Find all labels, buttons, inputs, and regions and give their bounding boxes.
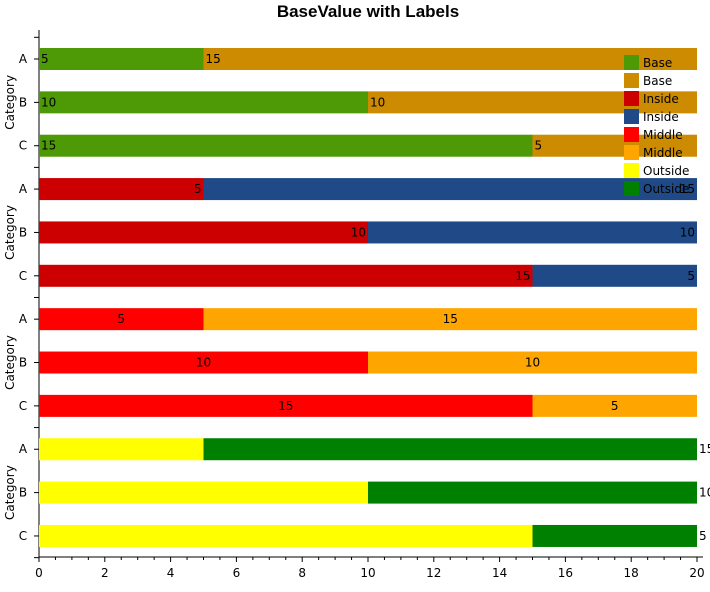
- data-label: 10: [680, 225, 695, 239]
- x-tick-label: 0: [35, 566, 43, 580]
- data-label: 15: [278, 399, 293, 413]
- data-label: 10: [196, 356, 211, 370]
- x-tick-label: 14: [492, 566, 507, 580]
- bar-segment-middle-1: [39, 351, 368, 374]
- legend-swatch: [624, 127, 639, 142]
- y-axis-label: Category: [3, 75, 17, 130]
- data-label: 5: [194, 182, 202, 196]
- category-label: B: [19, 486, 27, 500]
- legend-swatch: [624, 109, 639, 124]
- legend-label: Outside: [643, 182, 689, 196]
- x-tick-label: 12: [426, 566, 441, 580]
- data-label: 15: [206, 52, 221, 66]
- bar-segment-middle-2: [532, 394, 697, 417]
- bar-segment-outside-1: [39, 481, 368, 504]
- bar-segment-inside-2: [532, 264, 697, 287]
- x-tick-label: 16: [558, 566, 573, 580]
- category-label: C: [19, 399, 27, 413]
- y-axis-label: Category: [3, 465, 17, 520]
- category-label: C: [19, 529, 27, 543]
- bar-segment-base-2: [203, 48, 697, 70]
- y-axis-label: Category: [3, 335, 17, 390]
- bar-segment-middle-1: [39, 394, 533, 417]
- category-label: B: [19, 95, 27, 109]
- bar-segment-outside-2: [368, 481, 697, 504]
- legend-swatch: [624, 55, 639, 70]
- data-label: 5: [687, 269, 695, 283]
- legend-swatch: [624, 91, 639, 106]
- data-label: 5: [41, 52, 49, 66]
- bar-segment-inside-1: [39, 178, 204, 201]
- chart-title: BaseValue with Labels: [277, 2, 459, 21]
- legend-swatch: [624, 163, 639, 178]
- bar-segment-inside-1: [39, 264, 533, 287]
- category-label: B: [19, 356, 27, 370]
- data-label: 15: [699, 442, 710, 456]
- data-label: 10: [370, 95, 385, 109]
- data-label: 10: [525, 356, 540, 370]
- data-label: 15: [41, 139, 56, 153]
- category-label: C: [19, 269, 27, 283]
- bar-segment-inside-2: [368, 221, 697, 244]
- x-tick-label: 2: [101, 566, 109, 580]
- x-tick-label: 4: [167, 566, 175, 580]
- legend-swatch: [624, 181, 639, 196]
- legend-swatch: [624, 145, 639, 160]
- legend-label: Base: [643, 56, 672, 70]
- category-label: B: [19, 225, 27, 239]
- x-tick-label: 18: [624, 566, 639, 580]
- x-tick-label: 6: [233, 566, 241, 580]
- data-label: 10: [351, 225, 366, 239]
- bar-segment-base-2: [368, 91, 697, 114]
- data-label: 10: [41, 95, 56, 109]
- data-label: 15: [680, 182, 695, 196]
- bar-segment-outside-2: [532, 524, 697, 547]
- category-label: A: [19, 442, 28, 456]
- bar-segment-outside-1: [39, 438, 204, 461]
- data-label: 5: [535, 139, 543, 153]
- legend-label: Middle: [643, 128, 683, 142]
- legend-label: Base: [643, 74, 672, 88]
- category-label: A: [19, 52, 28, 66]
- bar-segment-inside-2: [203, 178, 697, 201]
- bar-segment-middle-2: [203, 308, 697, 331]
- bar-segment-base-2: [532, 134, 697, 157]
- data-label: 15: [443, 312, 458, 326]
- legend-label: Middle: [643, 146, 683, 160]
- legend-swatch: [624, 73, 639, 88]
- category-label: C: [19, 139, 27, 153]
- data-label: 10: [699, 486, 710, 500]
- category-label: A: [19, 312, 28, 326]
- y-axis-label: Category: [3, 205, 17, 260]
- bar-segment-outside-1: [39, 524, 533, 547]
- bar-segment-middle-1: [39, 308, 204, 331]
- bar-segment-outside-2: [203, 438, 697, 461]
- x-tick-label: 20: [689, 566, 704, 580]
- data-label: 5: [611, 399, 619, 413]
- data-label: 5: [699, 529, 707, 543]
- x-tick-label: 8: [298, 566, 306, 580]
- bar-segment-base-1: [39, 91, 368, 114]
- bar-segment-inside-1: [39, 221, 368, 244]
- category-label: A: [19, 182, 28, 196]
- legend-label: Inside: [643, 110, 679, 124]
- bar-segment-base-1: [39, 134, 533, 157]
- bar-segment-base-1: [39, 48, 204, 70]
- legend-label: Inside: [643, 92, 679, 106]
- data-label: 15: [515, 269, 530, 283]
- data-label: 5: [117, 312, 125, 326]
- x-tick-label: 10: [360, 566, 375, 580]
- bar-segment-middle-2: [368, 351, 697, 374]
- legend-label: Outside: [643, 164, 689, 178]
